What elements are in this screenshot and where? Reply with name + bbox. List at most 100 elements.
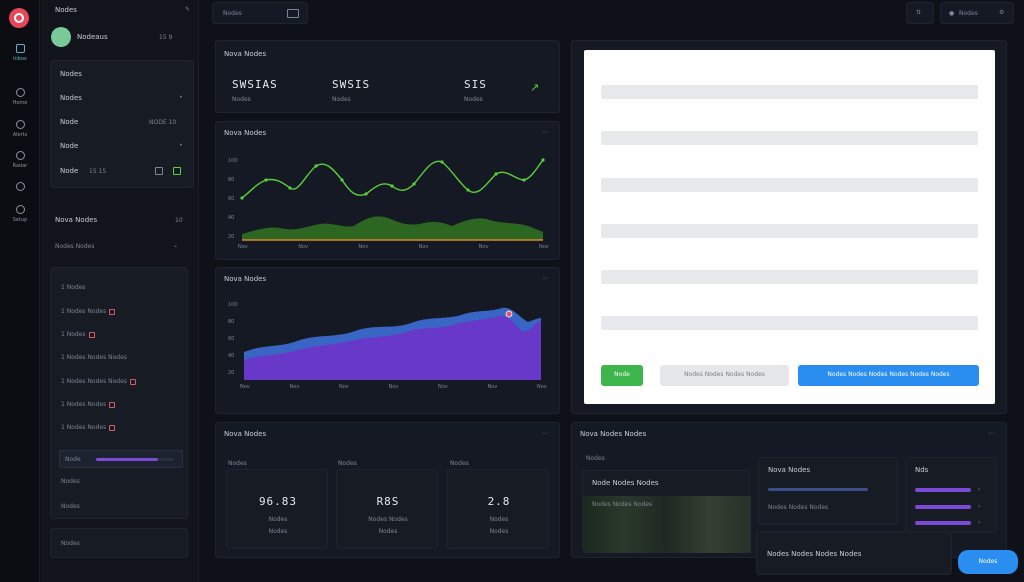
activity-title: Nova Nodes Nodes (580, 430, 647, 438)
avatar[interactable] (51, 27, 71, 47)
more-icon[interactable]: ⋯ (988, 430, 994, 437)
rail-item-alerts[interactable]: Alerts (0, 120, 40, 138)
list-item[interactable]: 1 Nodes Nodes (61, 401, 116, 408)
area-chart: 100 80 60 40 20 Nov Nov Nov Nov Nov Nov Nov (228, 302, 547, 390)
rail-item-home[interactable]: Home (0, 88, 40, 106)
y-tick-label: 60 (228, 336, 234, 342)
line-point (541, 158, 545, 162)
x-tick-label: Nov (240, 384, 250, 390)
rail-item-link[interactable] (0, 182, 40, 194)
rail-item-radar[interactable]: Radar (0, 151, 40, 169)
bars-card[interactable]: Nds › › › (905, 457, 997, 533)
list-item[interactable]: 1 Nodes (61, 284, 86, 291)
menu-item-4[interactable]: Node (60, 167, 79, 175)
copy-icon[interactable] (155, 167, 163, 175)
metric-sub2: Nodes (378, 528, 398, 535)
list-item-label: 1 Nodes Nodes (61, 308, 107, 315)
metric-card[interactable]: R8S Nodes Nodes Nodes (336, 469, 438, 549)
menu-item-3-value: • (179, 142, 183, 149)
x-tick-label: Nov (479, 244, 489, 250)
activity-list-title: Node Nodes Nodes (592, 479, 659, 487)
tag-icon (129, 378, 136, 385)
menu-item-2[interactable]: Node (60, 118, 79, 126)
placeholder-row (601, 131, 978, 145)
sidebar-title: Nodes (55, 6, 77, 14)
line-point (494, 172, 498, 176)
document-preview: Node Nodes Nodes Nodes Nodes Nodes Nodes… (584, 50, 995, 404)
menu-item-3[interactable]: Node (60, 142, 79, 150)
metric-sub: Nodes (489, 516, 509, 523)
app-logo-icon[interactable] (9, 8, 29, 28)
secondary-button[interactable]: Nodes Nodes Nodes Nodes (660, 365, 789, 386)
tag-icon (109, 401, 116, 408)
menu-item-4-value: 15 15 (89, 168, 107, 175)
sidebar: Nodes ✎ Nodeaus 15 9 Nodes Nodes • Node … (41, 0, 199, 582)
tab-label[interactable]: Nodes (586, 455, 605, 462)
top-right-control[interactable]: ● Nodes ⚙ (940, 2, 1014, 24)
icon-rail: Inbox Home Alerts Radar Setup (0, 0, 40, 582)
metric-label-1: Nodes (338, 460, 357, 467)
list-item[interactable]: 1 Nodes Nodes Nodes (61, 378, 136, 385)
action-button[interactable]: Nodes (958, 550, 1018, 574)
chevron-down-icon[interactable]: ⌄ (173, 242, 179, 249)
bar-value-icon: › (978, 519, 981, 526)
more-icon[interactable]: ⋯ (542, 430, 548, 437)
link-icon (15, 182, 25, 191)
progress-row[interactable]: Node (59, 450, 183, 468)
stat-value-0: SWSIAS (232, 78, 278, 91)
list-item[interactable]: 1 Nodes (61, 331, 95, 338)
home-icon (15, 88, 25, 97)
confirm-button[interactable]: Node (601, 365, 643, 386)
edit-icon[interactable]: ✎ (185, 6, 191, 13)
check-icon[interactable] (173, 167, 181, 175)
list-item[interactable]: 1 Nodes Nodes (61, 308, 116, 315)
line-chart-title: Nova Nodes (224, 129, 267, 137)
rail-item-setup[interactable]: Setup (0, 205, 40, 223)
top-left-control[interactable]: Nodes (212, 2, 308, 24)
more-icon[interactable]: ⋯ (542, 275, 548, 282)
menu-item-2-value: NODE 10 (149, 119, 177, 126)
sidebar-footer[interactable]: Nodes (50, 528, 188, 558)
rail-item-inbox[interactable]: Inbox (0, 44, 40, 62)
list-item[interactable]: Nodes (61, 478, 80, 485)
list-item[interactable]: 1 Nodes Nodes (61, 424, 116, 431)
x-tick-label: Nov (358, 244, 368, 250)
window-icon[interactable] (287, 9, 299, 18)
stat-label-1: Nodes (332, 96, 351, 103)
bar-value-icon: › (978, 503, 981, 510)
sidebar-menu: Nodes Nodes • Node NODE 10 Node • Node 1… (50, 60, 194, 188)
y-tick-label: 80 (228, 177, 234, 183)
sync-button[interactable]: ⇅ (906, 2, 934, 24)
progress-card[interactable]: Nova Nodes Nodes Nodes Nodes (758, 457, 898, 525)
progress-bar (768, 488, 868, 491)
gear-icon (15, 205, 25, 214)
primary-button[interactable]: Nodes Nodes Nodes Nodes Nodes Nodes (798, 365, 979, 386)
bars-card-title: Nds (915, 466, 929, 474)
line-fill (242, 216, 543, 240)
x-tick-label: Nov (389, 384, 399, 390)
more-icon[interactable]: ⋯ (542, 129, 548, 136)
metric-sub2: Nodes (268, 528, 288, 535)
metric-sub2: Nodes (489, 528, 509, 535)
metrics-title: Nova Nodes (224, 430, 267, 438)
section-title: Nova Nodes (55, 216, 98, 224)
bell-icon (15, 120, 25, 129)
trend-up-icon: ↗ (530, 81, 540, 94)
top-right-label: Nodes (959, 10, 978, 17)
filter-label[interactable]: Nodes Nodes (55, 243, 95, 250)
stat-label-0: Nodes (232, 96, 251, 103)
metric-card[interactable]: 96.83 Nodes Nodes (226, 469, 328, 549)
menu-item-1[interactable]: Nodes (60, 94, 82, 102)
x-tick-label: Nov (488, 384, 498, 390)
menu-item-0[interactable]: Nodes (60, 70, 82, 78)
metric-card[interactable]: 2.8 Nodes Nodes (447, 469, 549, 549)
sidebar-footer-label: Nodes (61, 540, 80, 547)
list-item[interactable]: Nodes (61, 503, 80, 510)
y-tick-label: 80 (228, 319, 234, 325)
stats-panel: Nova Nodes SWSIAS Nodes SWSIS Nodes SIS … (215, 40, 560, 113)
y-tick-label: 100 (228, 158, 238, 164)
list-item[interactable]: 1 Nodes Nodes Nodes (61, 354, 127, 361)
placeholder-row (601, 224, 978, 238)
line-point (522, 178, 526, 182)
settings-icon[interactable]: ⚙ (999, 9, 1005, 16)
